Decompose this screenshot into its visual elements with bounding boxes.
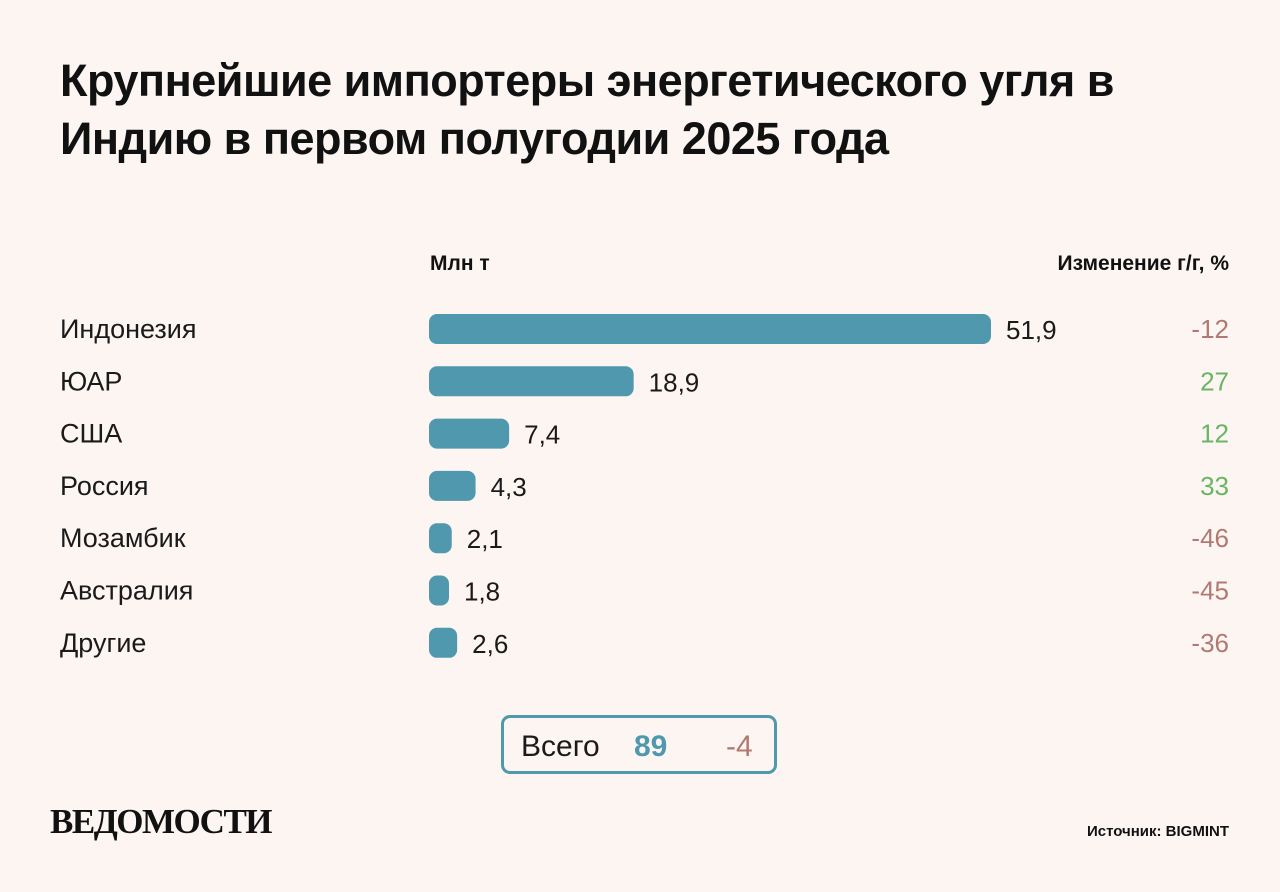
change-label: 27 (1200, 366, 1229, 396)
category-label: Австралия (60, 576, 193, 606)
value-label: 2,1 (467, 524, 503, 554)
bar (429, 523, 452, 554)
value-label: 1,8 (464, 577, 500, 607)
category-label: Другие (60, 628, 146, 658)
category-label: Индонезия (60, 314, 197, 344)
bar (429, 314, 991, 344)
value-label: 18,9 (649, 367, 700, 397)
bar (429, 575, 449, 606)
bar (429, 470, 476, 501)
chart-title: Крупнейшие импортеры энергетического угл… (60, 55, 1114, 164)
bar (429, 366, 634, 397)
vedomosti-logo: ВЕДОМОСТИ (50, 802, 273, 841)
category-label: Мозамбик (60, 523, 186, 553)
change-label: -46 (1191, 523, 1229, 553)
bar (429, 627, 458, 658)
total-value: 89 (634, 730, 668, 763)
change-label: -12 (1191, 314, 1229, 344)
bar (429, 418, 510, 449)
category-label: США (60, 419, 122, 449)
value-column-header: Млн т (430, 252, 490, 275)
change-label: -36 (1191, 628, 1229, 658)
value-label: 2,6 (472, 629, 508, 659)
total-label: Всего (521, 730, 600, 763)
change-label: -45 (1191, 576, 1229, 606)
value-label: 51,9 (1006, 315, 1057, 345)
category-label: Россия (60, 471, 149, 501)
source-note: Источник: BIGMINT (1086, 823, 1229, 840)
total-box: Всего 89 -4 (501, 715, 777, 774)
total-change: -4 (726, 730, 753, 763)
value-label: 7,4 (524, 420, 560, 450)
change-label: 12 (1200, 419, 1229, 449)
value-label: 4,3 (491, 472, 527, 502)
change-label: 33 (1200, 471, 1229, 501)
category-label: ЮАР (60, 366, 122, 396)
change-column-header: Изменение г/г, % (1057, 252, 1229, 275)
